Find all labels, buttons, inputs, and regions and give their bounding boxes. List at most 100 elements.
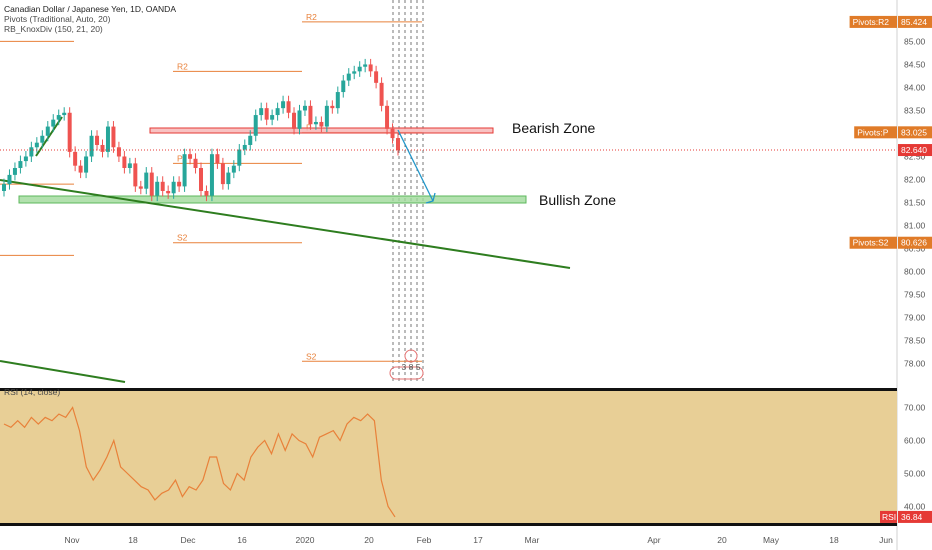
candle-body — [368, 64, 373, 72]
time-axis-tick: 2020 — [296, 535, 315, 545]
candle-body — [259, 108, 264, 116]
candle-body — [51, 119, 56, 127]
rsi-title: RSI (14, close) — [4, 387, 61, 397]
price-badge-label-bg — [849, 15, 897, 28]
candle-body — [95, 135, 100, 145]
rsi-axis-tick: 40.00 — [904, 502, 926, 512]
candle-body — [313, 121, 318, 125]
candle-body — [209, 154, 214, 196]
candle-body — [363, 64, 368, 67]
candle-body — [297, 110, 302, 129]
candle-body — [275, 108, 280, 116]
time-axis-tick: 20 — [717, 535, 727, 545]
candle-body — [199, 167, 203, 191]
indicator-pivots-label: Pivots (Traditional, Auto, 20) — [4, 14, 111, 24]
candle-body — [45, 126, 50, 136]
price-axis-tick: 79.50 — [904, 290, 926, 300]
rsi-badge-label: RSI — [882, 512, 896, 522]
price-axis-tick: 83.50 — [904, 105, 926, 115]
candle-body — [281, 101, 286, 109]
candle-body — [155, 181, 160, 196]
candle-body — [193, 158, 198, 168]
event-marker-icon — [404, 349, 418, 363]
price-badge-value: 82.640 — [901, 145, 927, 155]
rsi-axis-tick: 50.00 — [904, 469, 926, 479]
time-axis-tick: Apr — [647, 535, 660, 545]
price-badge-value: 85.424 — [901, 17, 927, 27]
candle-body — [270, 115, 275, 120]
price-badge-label: Pivots:P — [857, 127, 889, 137]
price-axis-tick: 81.00 — [904, 221, 926, 231]
time-axis-tick: 18 — [128, 535, 138, 545]
pane-separator — [0, 388, 897, 391]
candle-body — [160, 181, 165, 191]
projection-arrow — [397, 129, 434, 202]
candle-body — [62, 112, 67, 116]
price-badge: 82.640 — [898, 144, 932, 157]
candle-body — [286, 101, 291, 113]
chart-legend: Canadian Dollar / Japanese Yen, 1D, OAND… — [4, 4, 176, 34]
rsi-badge-label-bg — [880, 510, 897, 523]
candle-body — [40, 135, 45, 143]
rsi-badge: RSI 36.84 — [880, 510, 932, 523]
candle-body — [111, 126, 116, 148]
candle-body — [138, 186, 143, 189]
pivot-level-label: S2 — [177, 233, 188, 243]
pivot-level-label: R2 — [177, 61, 188, 71]
candle-body — [379, 82, 384, 106]
candle-body — [12, 167, 17, 175]
candle-body — [220, 163, 225, 185]
bullish-zone-label: Bullish Zone — [539, 192, 616, 208]
candle-body — [133, 163, 138, 187]
candle-body — [237, 149, 242, 166]
candle-body — [73, 151, 78, 166]
price-badge-value: 83.025 — [901, 127, 927, 137]
price-badge-label-bg — [854, 126, 897, 139]
candle-body — [385, 105, 390, 129]
rsi-band-background — [0, 391, 897, 523]
candle-body — [330, 105, 335, 109]
candle-body — [248, 135, 253, 145]
candle-body — [264, 108, 269, 120]
candle-body — [390, 128, 395, 139]
pivot-level-label: P — [177, 153, 183, 163]
candle-body — [188, 154, 193, 159]
price-axis-tick: 79.00 — [904, 313, 926, 323]
price-badge-label: Pivots:S2 — [853, 238, 889, 248]
pivot-level-label: R2 — [306, 12, 317, 22]
projection-arrow-head — [425, 192, 436, 204]
price-badge-label: Pivots:R2 — [853, 17, 890, 27]
pivot-level-label: S2 — [306, 351, 317, 361]
candle-body — [56, 115, 61, 120]
price-axis-tick: 84.50 — [904, 59, 926, 69]
time-axis-tick: Jun — [879, 535, 893, 545]
rsi-badge-value: 36.84 — [901, 512, 923, 522]
price-axis-tick: 81.50 — [904, 198, 926, 208]
candle-body — [302, 105, 307, 111]
candle-body — [346, 73, 351, 81]
candle-body — [308, 105, 313, 125]
candle-body — [100, 144, 105, 152]
candle-body — [105, 126, 110, 152]
price-badge: Pivots:P 83.025 — [854, 126, 932, 139]
candle-body — [292, 112, 297, 129]
candle-body — [177, 181, 182, 187]
candle-body — [67, 112, 72, 152]
time-axis-tick: Feb — [417, 535, 432, 545]
candle-body — [182, 154, 187, 187]
time-axis-tick: 17 — [473, 535, 483, 545]
rsi-legend: RSI (14, close) — [4, 387, 60, 397]
rsi-axis-tick: 70.00 — [904, 403, 926, 413]
pivot-level-label: P — [306, 122, 312, 132]
candle-body — [396, 138, 400, 151]
rsi-badge-value-bg — [898, 510, 932, 523]
price-axis-tick: 84.00 — [904, 82, 926, 92]
price-badge-value-bg — [898, 15, 932, 28]
time-axis-tick: Mar — [525, 535, 540, 545]
candle-body — [242, 144, 247, 150]
candle-body — [226, 172, 231, 185]
price-badge-value-bg — [898, 126, 932, 139]
candle-body — [2, 184, 6, 191]
bullish-zone-rect — [18, 195, 527, 204]
